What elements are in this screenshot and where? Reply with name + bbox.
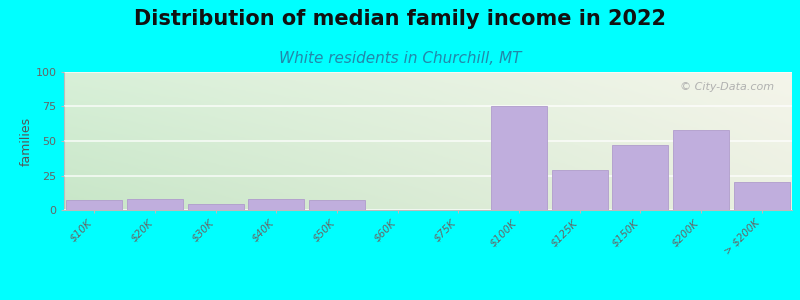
Bar [673, 130, 729, 210]
Bar [309, 200, 365, 210]
Bar [491, 106, 547, 210]
Text: White residents in Churchill, MT: White residents in Churchill, MT [278, 51, 522, 66]
Bar [552, 170, 607, 210]
Bar [613, 145, 668, 210]
Bar [249, 199, 304, 210]
Text: © City-Data.com: © City-Data.com [680, 82, 774, 92]
Bar [127, 199, 183, 210]
Bar [66, 200, 122, 210]
Bar [188, 205, 243, 210]
Y-axis label: families: families [19, 116, 33, 166]
Text: Distribution of median family income in 2022: Distribution of median family income in … [134, 9, 666, 29]
Bar [734, 182, 790, 210]
